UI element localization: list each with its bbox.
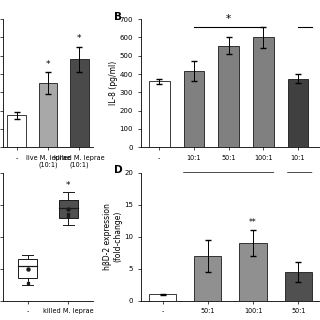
Bar	[218, 46, 239, 147]
Bar	[253, 37, 274, 147]
Bar	[149, 294, 176, 301]
Bar	[7, 115, 26, 147]
Text: *: *	[46, 60, 50, 68]
Bar	[149, 81, 170, 147]
Y-axis label: hβD-2 expression
(fold-change): hβD-2 expression (fold-change)	[103, 204, 123, 270]
Text: kille
(bac: kille (bac	[294, 179, 306, 190]
Text: live M. leprae
(bacterium:cell): live M. leprae (bacterium:cell)	[207, 179, 251, 190]
Bar	[19, 259, 37, 278]
Bar	[59, 200, 77, 218]
Text: D: D	[114, 165, 123, 175]
Bar	[194, 256, 221, 301]
Bar	[285, 272, 312, 301]
Bar	[239, 243, 267, 301]
Bar	[70, 60, 89, 147]
Y-axis label: IL-8 (pg/ml): IL-8 (pg/ml)	[109, 61, 118, 105]
Text: *: *	[226, 14, 231, 24]
Text: B: B	[114, 12, 122, 21]
Bar	[288, 79, 308, 147]
Bar	[39, 83, 57, 147]
Text: *: *	[66, 181, 71, 190]
Text: **: **	[249, 218, 257, 227]
Text: *: *	[77, 34, 82, 43]
Bar	[184, 71, 204, 147]
